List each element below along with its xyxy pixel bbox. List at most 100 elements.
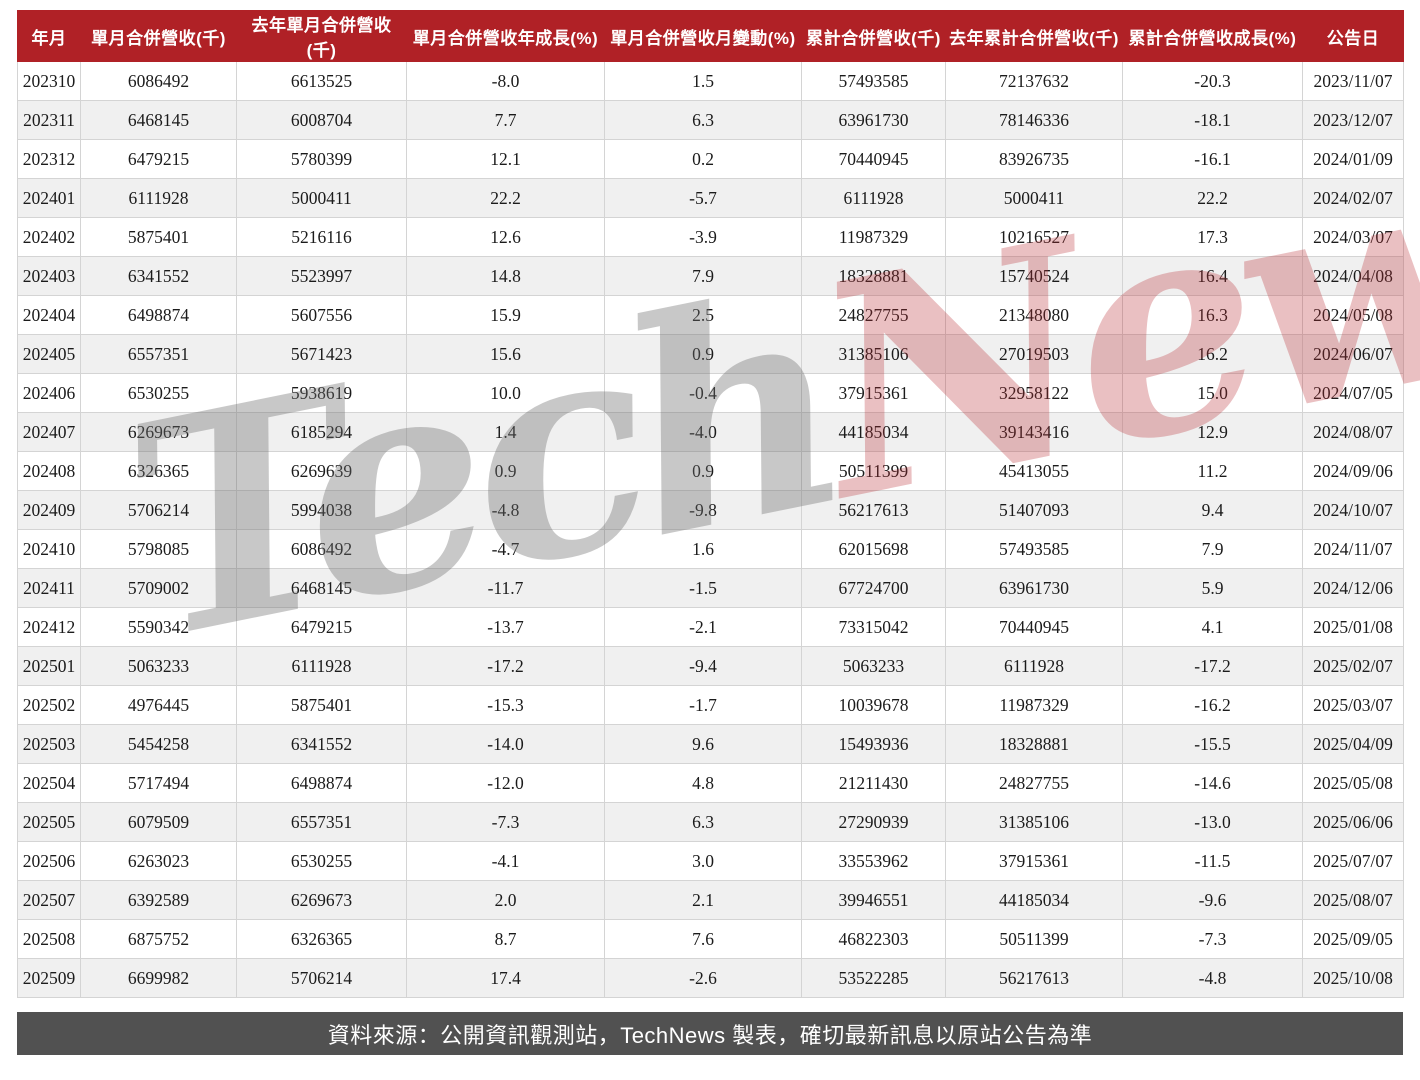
cell: 202505 bbox=[17, 802, 81, 842]
cell: 5454258 bbox=[80, 724, 237, 764]
cell: 6341552 bbox=[236, 724, 407, 764]
cell: 2024/03/07 bbox=[1302, 217, 1404, 257]
cell: 18328881 bbox=[945, 724, 1123, 764]
cell: 7.6 bbox=[604, 919, 802, 959]
cell: 10216527 bbox=[945, 217, 1123, 257]
cell: 6269673 bbox=[80, 412, 237, 452]
cell: 6263023 bbox=[80, 841, 237, 881]
cell: 6079509 bbox=[80, 802, 237, 842]
cell: 2024/01/09 bbox=[1302, 139, 1404, 179]
cell: 3.0 bbox=[604, 841, 802, 881]
cell: -5.7 bbox=[604, 178, 802, 218]
column-header-8: 公告日 bbox=[1302, 10, 1404, 62]
cell: 11987329 bbox=[945, 685, 1123, 725]
cell: 21211430 bbox=[801, 763, 946, 803]
cell: 202405 bbox=[17, 334, 81, 374]
cell: 53522285 bbox=[801, 958, 946, 998]
cell: -0.4 bbox=[604, 373, 802, 413]
cell: 2024/10/07 bbox=[1302, 490, 1404, 530]
cell: 2024/08/07 bbox=[1302, 412, 1404, 452]
cell: 44185034 bbox=[801, 412, 946, 452]
cell: 6111928 bbox=[801, 178, 946, 218]
column-header-1: 單月合併營收(千) bbox=[80, 10, 237, 62]
cell: 6468145 bbox=[236, 568, 407, 608]
cell: 4.1 bbox=[1122, 607, 1303, 647]
cell: 5590342 bbox=[80, 607, 237, 647]
table-header-row: 年月 單月合併營收(千) 去年單月合併營收(千) 單月合併營收年成長(%) 單月合併營收… bbox=[17, 10, 1404, 62]
cell: 11987329 bbox=[801, 217, 946, 257]
cell: 202404 bbox=[17, 295, 81, 335]
cell: -9.4 bbox=[604, 646, 802, 686]
cell: 2024/07/05 bbox=[1302, 373, 1404, 413]
table-row: 202411 5709002 6468145 -11.7 -1.5 67724700 639… bbox=[17, 568, 1404, 608]
cell: 202412 bbox=[17, 607, 81, 647]
cell: 2025/02/07 bbox=[1302, 646, 1404, 686]
cell: 6086492 bbox=[236, 529, 407, 569]
cell: 12.1 bbox=[406, 139, 605, 179]
cell: 2024/06/07 bbox=[1302, 334, 1404, 374]
cell: 202503 bbox=[17, 724, 81, 764]
cell: 6.3 bbox=[604, 100, 802, 140]
cell: 12.6 bbox=[406, 217, 605, 257]
cell: 2.1 bbox=[604, 880, 802, 920]
cell: 6086492 bbox=[80, 61, 237, 101]
cell: 5671423 bbox=[236, 334, 407, 374]
cell: 15.6 bbox=[406, 334, 605, 374]
cell: 6530255 bbox=[80, 373, 237, 413]
cell: 6699982 bbox=[80, 958, 237, 998]
cell: 16.2 bbox=[1122, 334, 1303, 374]
table-row: 202404 6498874 5607556 15.9 2.5 24827755 21348… bbox=[17, 295, 1404, 335]
table-body: 202310 6086492 6613525 -8.0 1.5 57493585 72137… bbox=[17, 61, 1404, 998]
cell: 62015698 bbox=[801, 529, 946, 569]
cell: 202407 bbox=[17, 412, 81, 452]
cell: 202508 bbox=[17, 919, 81, 959]
cell: 2024/11/07 bbox=[1302, 529, 1404, 569]
cell: -14.6 bbox=[1122, 763, 1303, 803]
cell: 15740524 bbox=[945, 256, 1123, 296]
cell: 57493585 bbox=[801, 61, 946, 101]
source-bar: 資料來源：公開資訊觀測站，TechNews 製表，確切最新訊息以原站公告為準 bbox=[17, 1012, 1403, 1055]
cell: 22.2 bbox=[1122, 178, 1303, 218]
cell: -20.3 bbox=[1122, 61, 1303, 101]
cell: -18.1 bbox=[1122, 100, 1303, 140]
cell: 202310 bbox=[17, 61, 81, 101]
cell: 202311 bbox=[17, 100, 81, 140]
table-row: 202509 6699982 5706214 17.4 -2.6 53522285 5621… bbox=[17, 958, 1404, 998]
cell: 6557351 bbox=[80, 334, 237, 374]
cell: 57493585 bbox=[945, 529, 1123, 569]
cell: 2025/04/09 bbox=[1302, 724, 1404, 764]
cell: 6.3 bbox=[604, 802, 802, 842]
cell: 202504 bbox=[17, 763, 81, 803]
cell: 1.6 bbox=[604, 529, 802, 569]
cell: 6392589 bbox=[80, 880, 237, 920]
table-row: 202410 5798085 6086492 -4.7 1.6 62015698 57493… bbox=[17, 529, 1404, 569]
cell: 2025/07/07 bbox=[1302, 841, 1404, 881]
cell: 5216116 bbox=[236, 217, 407, 257]
cell: 5706214 bbox=[236, 958, 407, 998]
column-header-0: 年月 bbox=[17, 10, 81, 62]
cell: 21348080 bbox=[945, 295, 1123, 335]
cell: 70440945 bbox=[945, 607, 1123, 647]
column-header-7: 累計合併營收成長(%) bbox=[1122, 10, 1303, 62]
cell: 17.3 bbox=[1122, 217, 1303, 257]
table-row: 202409 5706214 5994038 -4.8 -9.8 56217613 5140… bbox=[17, 490, 1404, 530]
cell: 5994038 bbox=[236, 490, 407, 530]
cell: -4.0 bbox=[604, 412, 802, 452]
cell: -12.0 bbox=[406, 763, 605, 803]
cell: 10039678 bbox=[801, 685, 946, 725]
table-row: 202402 5875401 5216116 12.6 -3.9 11987329 1021… bbox=[17, 217, 1404, 257]
cell: 44185034 bbox=[945, 880, 1123, 920]
cell: 2024/12/06 bbox=[1302, 568, 1404, 608]
cell: 6530255 bbox=[236, 841, 407, 881]
table-row: 202503 5454258 6341552 -14.0 9.6 15493936 1832… bbox=[17, 724, 1404, 764]
cell: 6185294 bbox=[236, 412, 407, 452]
cell: 2025/08/07 bbox=[1302, 880, 1404, 920]
cell: 5780399 bbox=[236, 139, 407, 179]
cell: 45413055 bbox=[945, 451, 1123, 491]
table-row: 202311 6468145 6008704 7.7 6.3 63961730 781463… bbox=[17, 100, 1404, 140]
cell: 202406 bbox=[17, 373, 81, 413]
cell: 6269673 bbox=[236, 880, 407, 920]
cell: 2.0 bbox=[406, 880, 605, 920]
cell: 1.4 bbox=[406, 412, 605, 452]
cell: 31385106 bbox=[801, 334, 946, 374]
